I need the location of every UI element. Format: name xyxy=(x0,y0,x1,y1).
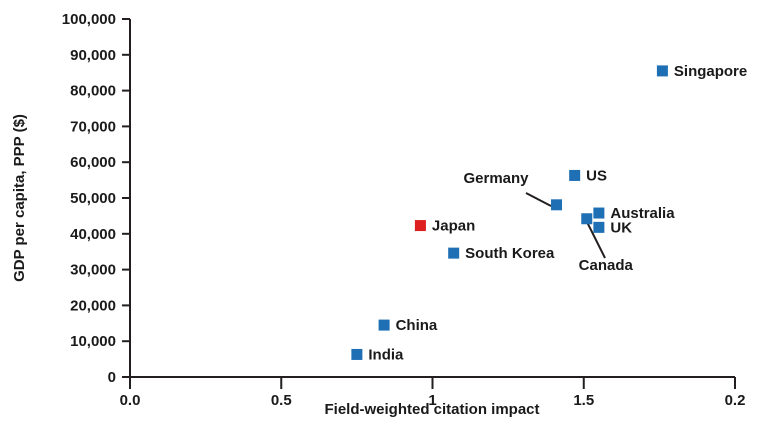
x-tick-label: 1 xyxy=(428,392,436,409)
data-point-label: US xyxy=(586,167,607,184)
data-point-canada[interactable]: Canada xyxy=(579,213,634,274)
y-axis-title: GDP per capita, PPP ($) xyxy=(11,114,28,282)
x-tick-label: 1.5 xyxy=(573,392,594,409)
data-point-label: China xyxy=(396,317,438,334)
y-tick-label: 60,000 xyxy=(70,154,116,171)
data-point-china[interactable]: China xyxy=(378,317,438,334)
canada-leader-line xyxy=(586,221,606,259)
x-tick-label: 0.5 xyxy=(271,392,292,409)
marker-square[interactable] xyxy=(581,213,593,225)
data-point-label: UK xyxy=(610,219,632,236)
data-point-label: Singapore xyxy=(674,63,747,80)
data-point-south-korea[interactable]: South Korea xyxy=(448,245,555,262)
data-point-japan[interactable]: Japan xyxy=(414,218,475,235)
y-tick-label: 40,000 xyxy=(70,226,116,243)
marker-square[interactable] xyxy=(551,199,563,211)
y-axis-ticks: 0 10,000 20,000 30,000 40,000 50,000 60,000 70,… xyxy=(62,11,130,386)
data-point-label: South Korea xyxy=(465,245,555,262)
data-point-australia[interactable]: Australia xyxy=(593,205,675,222)
germany-leader-line xyxy=(525,192,552,207)
marker-square[interactable] xyxy=(414,220,426,232)
marker-square[interactable] xyxy=(656,65,668,77)
y-tick-label: 90,000 xyxy=(70,47,116,64)
marker-square[interactable] xyxy=(593,207,605,219)
y-tick-label: 10,000 xyxy=(70,333,116,350)
data-point-label: Germany xyxy=(463,170,529,187)
marker-square[interactable] xyxy=(448,247,460,259)
y-tick-label: 20,000 xyxy=(70,297,116,314)
y-tick-label: 70,000 xyxy=(70,118,116,135)
data-point-label: Japan xyxy=(432,218,475,235)
data-point-uk[interactable]: UK xyxy=(593,219,632,236)
data-point-label: Australia xyxy=(610,205,675,222)
data-point-singapore[interactable]: Singapore xyxy=(656,63,747,80)
marker-square[interactable] xyxy=(569,169,581,181)
data-point-label: Canada xyxy=(579,257,634,274)
data-point-germany[interactable]: Germany xyxy=(463,170,563,211)
x-tick-label: 0.0 xyxy=(120,392,141,409)
data-point-india[interactable]: India xyxy=(351,346,404,363)
data-points: Singapore US Germany Australia Canada UK Japan… xyxy=(351,63,747,363)
x-axis-ticks: 0.0 0.5 1 1.5 0.2 xyxy=(120,377,746,409)
x-tick-label: 0.2 xyxy=(725,392,746,409)
y-tick-label: 80,000 xyxy=(70,83,116,100)
marker-square[interactable] xyxy=(351,348,363,360)
x-axis-title: Field-weighted citation impact xyxy=(324,401,539,418)
marker-square[interactable] xyxy=(593,221,605,233)
marker-square[interactable] xyxy=(378,319,390,331)
leader-lines xyxy=(525,192,606,259)
y-tick-label: 0 xyxy=(108,369,116,386)
y-tick-label: 30,000 xyxy=(70,262,116,279)
data-point-label: India xyxy=(368,346,404,363)
y-tick-label: 100,000 xyxy=(62,11,116,28)
data-point-us[interactable]: US xyxy=(569,167,607,184)
y-tick-label: 50,000 xyxy=(70,190,116,207)
